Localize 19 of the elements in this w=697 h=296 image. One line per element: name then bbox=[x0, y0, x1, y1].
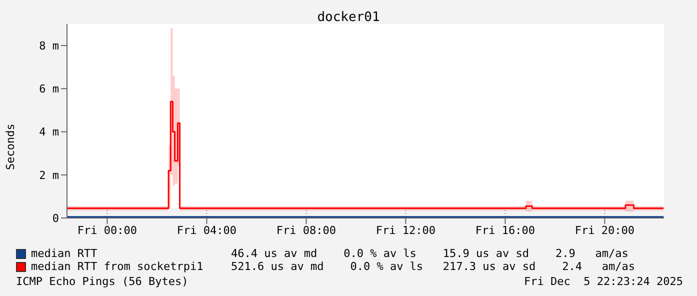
chart-title: docker01 bbox=[316, 10, 381, 25]
y-tick-label: 4 m bbox=[39, 126, 60, 139]
y-tick-label: 2 m bbox=[39, 168, 60, 182]
legend-label: median RTT bbox=[31, 247, 98, 260]
legend-label: median RTT from socketrpi1 bbox=[31, 260, 204, 273]
text: ICMP Echo Pings (56 Bytes) bbox=[16, 275, 188, 288]
x-tick-label: Fri 20:00 bbox=[574, 224, 635, 237]
y-tick-label: 0 bbox=[52, 212, 59, 225]
y-tick-label: 6 m bbox=[39, 82, 60, 96]
x-tick-label: Fri 08:00 bbox=[276, 224, 336, 237]
text: Fri Dec 5 22:23:24 2025 bbox=[524, 275, 683, 288]
text: 521.6 us av md 0.0 % av ls 217.3 us av sd 2.4 am/as bbox=[231, 260, 635, 273]
x-tick-label: Fri 16:00 bbox=[475, 224, 536, 237]
x-tick-label: Fri 00:00 bbox=[77, 224, 138, 237]
x-tick-label: Fri 04:00 bbox=[176, 224, 237, 237]
text: 46.4 us av md 0.0 % av ls 15.9 us av sd 2.9 am/as bbox=[231, 247, 628, 260]
y-axis-title: Seconds bbox=[4, 124, 17, 170]
y-tick-label: 8 m bbox=[39, 39, 60, 52]
x-tick-label: Fri 12:00 bbox=[376, 224, 436, 237]
